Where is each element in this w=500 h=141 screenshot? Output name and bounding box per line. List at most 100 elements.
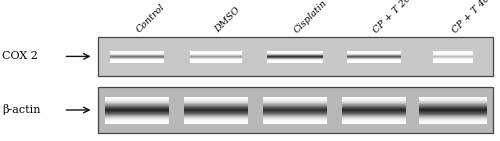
Bar bbox=[347, 61, 401, 62]
Bar bbox=[347, 56, 401, 57]
Bar bbox=[190, 62, 242, 63]
Bar bbox=[420, 122, 486, 123]
Bar bbox=[266, 59, 324, 60]
Bar bbox=[420, 112, 486, 113]
Bar bbox=[262, 118, 328, 119]
Bar bbox=[420, 120, 486, 121]
Bar bbox=[420, 97, 486, 98]
Bar bbox=[420, 119, 486, 120]
Bar bbox=[342, 99, 406, 100]
Bar bbox=[104, 108, 170, 109]
Bar bbox=[262, 115, 328, 116]
Bar bbox=[262, 103, 328, 104]
Bar bbox=[110, 62, 164, 63]
Bar bbox=[262, 107, 328, 108]
Bar bbox=[184, 106, 248, 107]
Text: CP + T 20mg/kg: CP + T 20mg/kg bbox=[372, 0, 434, 35]
Bar bbox=[104, 116, 170, 117]
Bar bbox=[104, 98, 170, 99]
Bar bbox=[342, 98, 406, 99]
Bar bbox=[262, 113, 328, 114]
Bar bbox=[347, 57, 401, 58]
Bar bbox=[110, 53, 164, 54]
Bar bbox=[342, 97, 406, 98]
Bar bbox=[347, 55, 401, 56]
Bar bbox=[342, 105, 406, 106]
Bar bbox=[184, 99, 248, 100]
Bar bbox=[104, 102, 170, 103]
Bar bbox=[110, 58, 164, 59]
Bar bbox=[104, 120, 170, 121]
Bar bbox=[110, 60, 164, 61]
Bar bbox=[342, 117, 406, 118]
Bar bbox=[266, 53, 324, 54]
Bar bbox=[190, 55, 242, 56]
Bar bbox=[347, 54, 401, 55]
Bar bbox=[347, 60, 401, 61]
Bar bbox=[420, 111, 486, 112]
Bar bbox=[190, 53, 242, 54]
Bar bbox=[104, 115, 170, 116]
Bar bbox=[433, 59, 472, 60]
Bar bbox=[420, 104, 486, 105]
Bar bbox=[266, 51, 324, 52]
Bar bbox=[190, 51, 242, 52]
Bar bbox=[262, 112, 328, 113]
Bar bbox=[184, 113, 248, 114]
Bar bbox=[184, 118, 248, 119]
Bar bbox=[104, 123, 170, 124]
Bar bbox=[262, 98, 328, 99]
Bar bbox=[433, 52, 472, 53]
Bar bbox=[342, 107, 406, 108]
Bar bbox=[420, 103, 486, 104]
Bar bbox=[184, 115, 248, 116]
Bar bbox=[433, 58, 472, 59]
Bar bbox=[104, 121, 170, 122]
Bar bbox=[266, 60, 324, 61]
Bar bbox=[104, 112, 170, 113]
Bar bbox=[433, 51, 472, 52]
Bar bbox=[184, 104, 248, 105]
Bar bbox=[433, 60, 472, 61]
Bar bbox=[266, 56, 324, 57]
Bar bbox=[266, 57, 324, 58]
Bar bbox=[262, 121, 328, 122]
Bar bbox=[104, 114, 170, 115]
Bar bbox=[420, 109, 486, 110]
Bar bbox=[184, 105, 248, 106]
Bar bbox=[420, 106, 486, 107]
Bar bbox=[433, 56, 472, 57]
Bar bbox=[190, 54, 242, 55]
Bar bbox=[262, 108, 328, 109]
Bar bbox=[433, 55, 472, 56]
Bar bbox=[420, 100, 486, 101]
Bar bbox=[266, 52, 324, 53]
Bar bbox=[420, 115, 486, 116]
Bar bbox=[420, 121, 486, 122]
Bar bbox=[262, 116, 328, 117]
Bar bbox=[420, 123, 486, 124]
Bar bbox=[184, 100, 248, 101]
Bar bbox=[104, 97, 170, 98]
Bar bbox=[342, 120, 406, 121]
Bar bbox=[342, 121, 406, 122]
Bar bbox=[190, 56, 242, 57]
Bar bbox=[184, 121, 248, 122]
Bar bbox=[190, 52, 242, 53]
Bar bbox=[184, 116, 248, 117]
Bar bbox=[184, 107, 248, 108]
Bar bbox=[420, 105, 486, 106]
Bar bbox=[420, 117, 486, 118]
Bar bbox=[110, 55, 164, 56]
Bar bbox=[342, 101, 406, 102]
Bar bbox=[104, 122, 170, 123]
Bar bbox=[266, 62, 324, 63]
Bar bbox=[104, 107, 170, 108]
Bar bbox=[433, 61, 472, 62]
Bar bbox=[420, 118, 486, 119]
Bar bbox=[347, 59, 401, 60]
Bar bbox=[342, 102, 406, 103]
Bar bbox=[190, 59, 242, 60]
Bar bbox=[104, 101, 170, 102]
Bar bbox=[420, 113, 486, 114]
